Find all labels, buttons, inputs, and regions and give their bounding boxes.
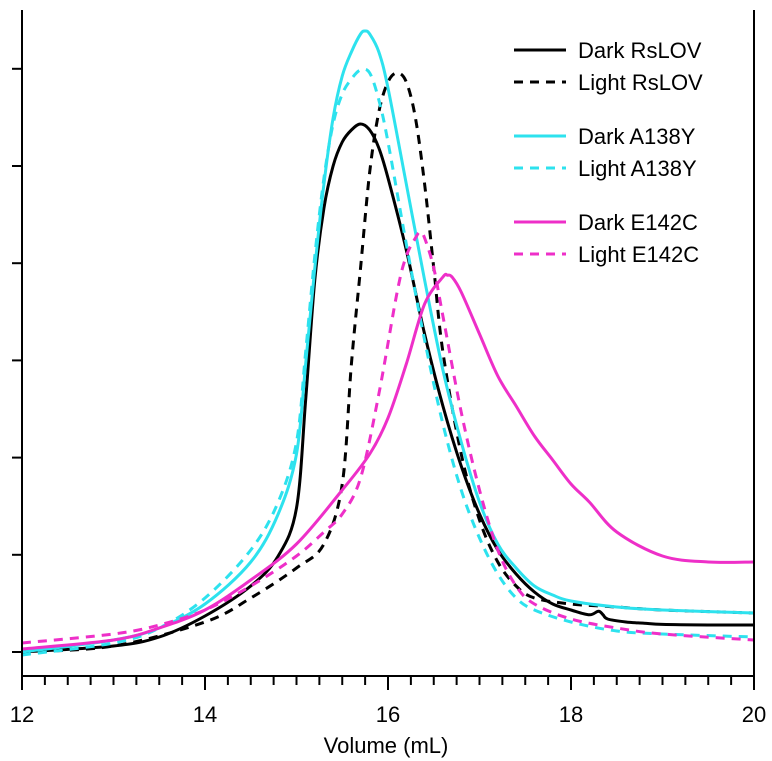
axis-ticks: 12 14 16 18 20 — [10, 67, 766, 727]
x-tick-label: 18 — [559, 702, 583, 727]
legend-label: Dark E142C — [578, 210, 698, 235]
x-tick-label: 14 — [193, 702, 217, 727]
x-tick-label: 20 — [742, 702, 766, 727]
x-axis-title: Volume (mL) — [324, 733, 449, 758]
legend-label: Dark A138Y — [578, 124, 696, 149]
series-line-dark-a138y — [21, 29, 755, 654]
x-tick-label: 16 — [376, 702, 400, 727]
legend-label: Light A138Y — [578, 156, 697, 181]
x-tick-label: 12 — [10, 702, 34, 727]
legend: Dark RsLOV Light RsLOV Dark A138Y Light A13… — [514, 38, 703, 267]
legend-label: Light RsLOV — [578, 70, 703, 95]
legend-label: Dark RsLOV — [578, 38, 702, 63]
series-line-light-e142c — [21, 230, 755, 645]
legend-label: Light E142C — [578, 242, 699, 267]
series-line-dark-e142c — [21, 272, 755, 651]
series-lines — [21, 29, 755, 657]
series-line-light-a138y — [21, 67, 755, 657]
series-line-dark-rslov — [21, 122, 755, 654]
